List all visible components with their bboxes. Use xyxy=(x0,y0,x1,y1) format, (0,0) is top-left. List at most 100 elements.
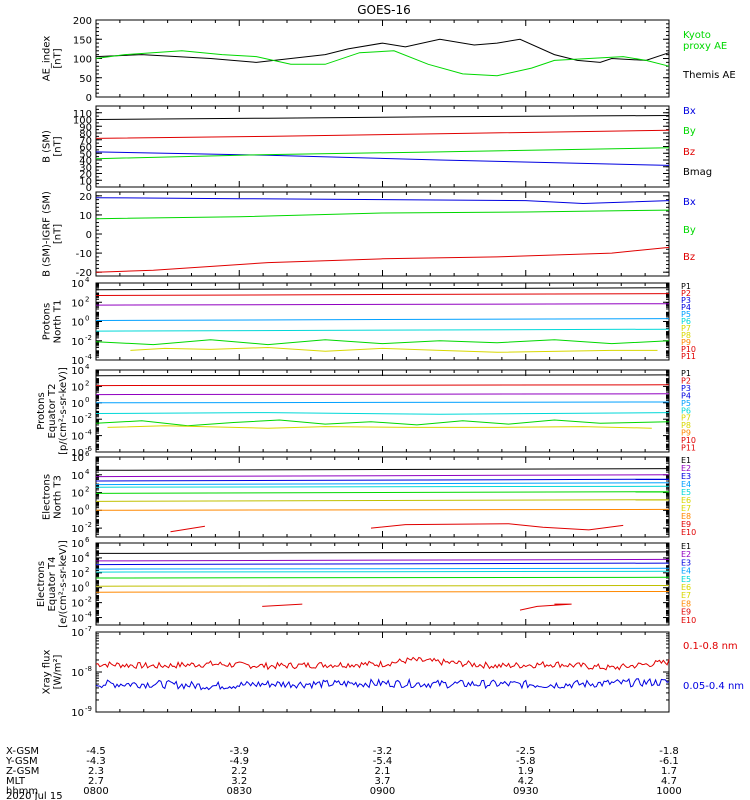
x-axis-value: -3.2 xyxy=(373,746,393,757)
legend-p11: P11 xyxy=(681,352,696,361)
panel-digrf: -20 -10 0 10 20 B (SM)-IGRF (SM) [nT] Bx By Bz xyxy=(42,191,696,279)
x-axis-value: 4.2 xyxy=(518,776,534,787)
series-p5 xyxy=(95,318,670,321)
y-axis-title: Protons xyxy=(42,303,53,340)
series-e1 xyxy=(95,551,670,554)
y-axis-title: Xray flux xyxy=(42,650,53,695)
legend-e3: E3 xyxy=(681,472,691,481)
y-tick-label: 20 xyxy=(79,170,92,181)
series-p6 xyxy=(95,412,670,415)
legend-p6: P6 xyxy=(681,317,691,326)
legend-p3: P3 xyxy=(681,384,691,393)
y-tick-label: 10 xyxy=(71,584,84,595)
series-e7 xyxy=(95,499,670,502)
y-tick-exponent: -2 xyxy=(85,334,92,342)
legend-by: By xyxy=(683,126,696,137)
y-tick-label: 10 xyxy=(71,415,84,426)
series-p3 xyxy=(95,303,670,306)
series-by xyxy=(95,147,670,160)
y-tick-label: 10 xyxy=(71,382,84,393)
y-axis-title: B (SM)-IGRF (SM) xyxy=(42,191,53,277)
y-tick-label: 10 xyxy=(71,432,84,443)
y-tick-label: 10 xyxy=(71,524,84,535)
series-bmag xyxy=(95,115,670,120)
y-tick-label: 110 xyxy=(73,109,92,120)
legend-p9: P9 xyxy=(681,338,691,347)
legend-p6: P6 xyxy=(681,406,691,415)
series-e5 xyxy=(95,570,670,573)
series-p10 xyxy=(130,346,658,353)
y-tick-label: -20 xyxy=(76,268,92,279)
legend-p10: P10 xyxy=(681,436,696,445)
y-tick-exponent: 2 xyxy=(85,295,89,303)
y-tick-label: 50 xyxy=(79,74,92,85)
y-axis-title: [e/(cm²-s-sr-keV)] xyxy=(58,540,69,628)
x-axis-row-label: X-GSM xyxy=(6,746,39,757)
legend-p2: P2 xyxy=(681,376,691,385)
x-axis-value: 3.2 xyxy=(231,776,247,787)
legend-e4: E4 xyxy=(681,567,691,576)
y-tick-label: 80 xyxy=(79,129,92,140)
legend-p4: P4 xyxy=(681,391,691,400)
series-p5 xyxy=(95,401,670,404)
y-tick-label: 100 xyxy=(73,55,92,66)
y-tick-exponent: 4 xyxy=(85,551,90,559)
legend-p5: P5 xyxy=(681,399,691,408)
x-axis-value: -5.8 xyxy=(516,756,536,767)
legend-bz: Bz xyxy=(683,252,695,263)
legend-e6: E6 xyxy=(681,496,691,505)
legend-0-1-0-8-nm: 0.1-0.8 nm xyxy=(683,641,738,652)
series-e4 xyxy=(95,482,670,486)
legend-kyoto-proxy-ae: Kyoto xyxy=(683,30,711,41)
y-tick-exponent: -2 xyxy=(85,412,92,420)
legend-by: By xyxy=(683,225,696,236)
series-e8 xyxy=(95,591,670,593)
y-tick-exponent: 4 xyxy=(85,363,90,371)
legend-bz: Bz xyxy=(683,147,695,158)
legend-e2: E2 xyxy=(681,464,691,473)
y-axis-title: AE_index xyxy=(42,36,53,82)
panel-frame xyxy=(95,542,670,626)
series-p1 xyxy=(95,287,670,291)
legend-p3: P3 xyxy=(681,296,691,305)
y-tick-label: 10 xyxy=(71,318,84,329)
legend-e1: E1 xyxy=(681,542,691,551)
y-tick-label: 10 xyxy=(71,356,84,367)
series-bz xyxy=(95,129,670,139)
y-tick-label: 20 xyxy=(79,192,92,203)
y-tick-label: 10 xyxy=(71,614,84,625)
series-themis-ae xyxy=(95,38,670,63)
series-bx xyxy=(95,197,670,205)
legend-e10: E10 xyxy=(681,616,696,625)
x-axis-value: -5.4 xyxy=(373,756,393,767)
series-p9 xyxy=(95,339,670,346)
y-axis-title: [W/m²] xyxy=(53,654,64,689)
legend-e7: E7 xyxy=(681,504,691,513)
x-axis-row-label: Z-GSM xyxy=(6,766,39,777)
x-axis-value: 2.2 xyxy=(231,766,247,777)
y-tick-label: 10 xyxy=(71,599,84,610)
y-tick-exponent: -6 xyxy=(85,445,93,453)
series-p2 xyxy=(95,293,670,296)
y-tick-label: 70 xyxy=(79,136,92,147)
series-p1 xyxy=(95,374,670,377)
legend-e3: E3 xyxy=(681,558,691,567)
y-tick-exponent: -4 xyxy=(85,353,93,361)
series-kyoto-proxy-ae xyxy=(95,50,670,77)
y-tick-label: -10 xyxy=(76,249,92,260)
y-tick-exponent: 2 xyxy=(85,486,89,494)
series-p6 xyxy=(95,328,670,332)
legend-e9: E9 xyxy=(681,608,691,617)
series-0-05-0-4-nm xyxy=(95,677,670,691)
legend-p7: P7 xyxy=(681,324,691,333)
y-tick-label: 100 xyxy=(73,116,92,127)
legend-e7: E7 xyxy=(681,591,691,600)
y-tick-label: 60 xyxy=(79,143,92,154)
x-axis-value: -4.3 xyxy=(86,756,106,767)
series-p2 xyxy=(95,384,670,387)
